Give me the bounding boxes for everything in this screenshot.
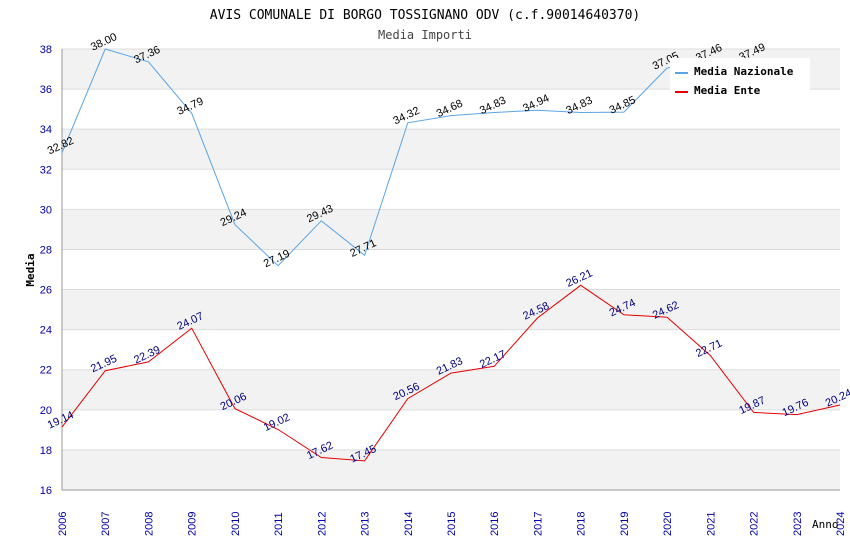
y-tick-label: 30 [40,204,52,216]
x-tick-label: 2023 [792,512,804,536]
data-label: 22.71 [694,338,724,361]
data-label: 19.02 [262,411,292,434]
grid-band [62,449,840,490]
legend: Media Nazionale Media Ente [670,58,810,100]
series-lines [61,48,841,462]
data-label: 34.83 [478,95,508,118]
x-tick-label: 2017 [532,512,544,536]
chart-subtitle: Media Importi [378,28,472,42]
grid-band [62,209,840,250]
y-tick-label: 28 [40,244,52,256]
grid-band [62,369,840,410]
x-tick-label: 2020 [662,512,674,536]
data-label: 34.83 [564,95,594,118]
y-tick-label: 16 [40,485,52,497]
grid-band [62,289,840,330]
series-line-nazionale [61,48,754,267]
data-label: 34.32 [391,105,421,128]
x-tick-label: 2007 [100,512,112,536]
data-label: 34.85 [608,94,638,117]
x-tick-label: 2010 [230,512,242,536]
legend-box [670,58,810,100]
x-tick-label: 2021 [705,512,717,536]
y-tick-label: 20 [40,405,52,417]
x-tick-label: 2013 [360,512,372,536]
data-label: 34.68 [435,98,465,121]
y-tick-label: 26 [40,285,52,297]
x-tick-label: 2016 [489,512,501,536]
x-tick-label: 2008 [143,512,155,536]
data-label: 22.39 [132,344,162,367]
y-tick-label: 38 [40,44,52,56]
y-tick-label: 24 [40,325,52,337]
x-tick-label: 2009 [187,512,199,536]
axes [61,49,840,491]
x-tick-label: 2014 [403,512,415,536]
y-tick-label: 32 [40,164,52,176]
y-tick-label: 18 [40,445,52,457]
series-line-ente [61,284,841,462]
data-label: 22.17 [478,348,508,371]
y-tick-label: 36 [40,84,52,96]
legend-label-nazionale: Media Nazionale [694,65,794,78]
y-axis-label: Media [24,253,37,286]
legend-label-ente: Media Ente [694,84,761,97]
x-tick-label: 2022 [749,512,761,536]
data-label: 27.19 [262,248,292,271]
y-tick-label: 22 [40,365,52,377]
data-label: 34.94 [521,92,551,115]
y-tick-label: 34 [40,124,52,136]
x-tick-label: 2012 [316,512,328,536]
chart-title: AVIS COMUNALE DI BORGO TOSSIGNANO ODV (c… [210,8,640,23]
x-axis-label: Anno [812,518,839,531]
x-tick-label: 2006 [57,512,69,536]
grid-band [62,129,840,170]
y-tick-labels: 16 18 20 22 24 26 28 30 32 34 36 38 [40,44,52,497]
x-tick-label: 2018 [576,512,588,536]
x-tick-label: 2019 [619,512,631,536]
x-tick-label: 2015 [446,512,458,536]
x-tick-labels: 2006 2007 2008 2009 2010 2011 2012 2013 2014 2015… [57,512,847,536]
x-tick-label: 2011 [273,512,285,536]
x-tick-label: 2024 [835,512,847,536]
